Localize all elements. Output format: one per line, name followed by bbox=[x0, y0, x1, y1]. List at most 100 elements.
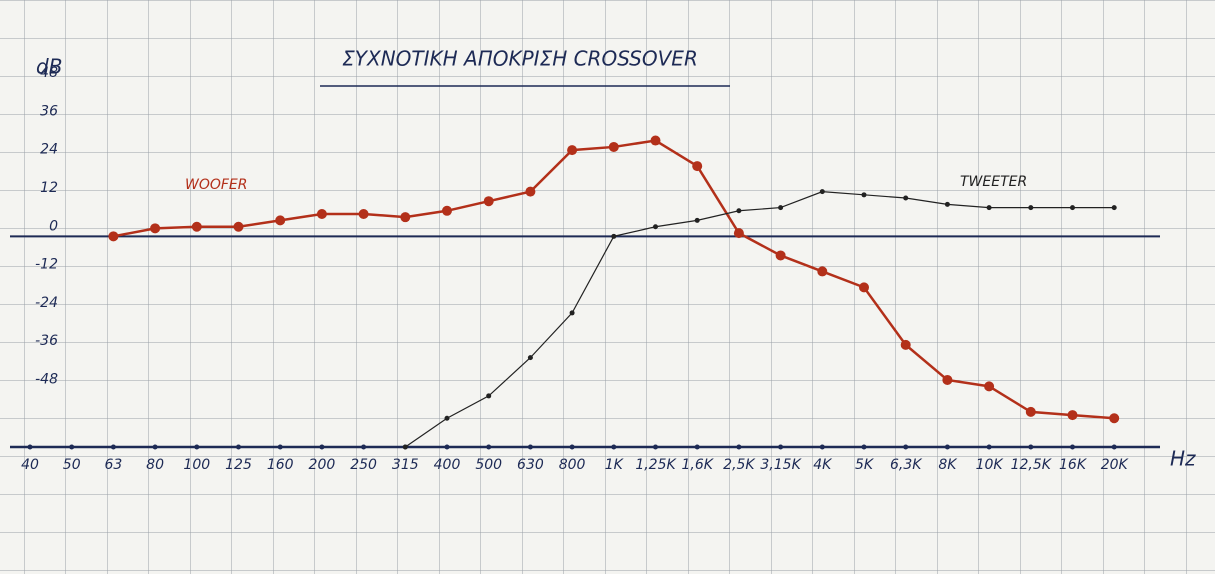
x-tick-dot bbox=[694, 444, 700, 450]
x-tick-dot bbox=[1070, 444, 1075, 450]
data-point bbox=[402, 444, 408, 450]
x-tick-dot bbox=[486, 444, 492, 450]
data-point bbox=[986, 205, 992, 211]
data-point bbox=[316, 208, 327, 219]
series-label: WOOFER bbox=[185, 177, 248, 193]
x-tick-label: 200 bbox=[309, 457, 336, 473]
y-tick-label: -12 bbox=[35, 257, 58, 273]
data-point bbox=[942, 374, 953, 385]
x-tick-label: 400 bbox=[434, 457, 461, 473]
data-point bbox=[1111, 205, 1117, 211]
x-tick-label: 800 bbox=[559, 457, 586, 473]
x-tick-label: 4K bbox=[813, 457, 833, 473]
data-point bbox=[819, 189, 825, 195]
data-point bbox=[900, 339, 911, 350]
x-tick-dot bbox=[819, 444, 825, 450]
x-tick-dot bbox=[653, 444, 658, 450]
x-tick-dot bbox=[361, 444, 367, 450]
x-tick-label: 40 bbox=[21, 457, 39, 473]
data-point bbox=[1025, 406, 1036, 417]
x-tick-dot bbox=[861, 444, 867, 450]
x-tick-label: 125 bbox=[225, 457, 252, 473]
x-tick-dot bbox=[277, 444, 283, 450]
data-point bbox=[984, 381, 995, 392]
x-tick-label: 500 bbox=[475, 457, 502, 473]
y-tick-label: -24 bbox=[35, 295, 58, 311]
data-point bbox=[817, 266, 828, 277]
x-tick-label: 16K bbox=[1059, 457, 1088, 473]
x-tick-dot bbox=[444, 444, 450, 450]
x-tick-label: 20K bbox=[1101, 457, 1130, 473]
x-tick-dot bbox=[27, 444, 33, 450]
y-tick-label: 48 bbox=[40, 65, 58, 81]
x-tick-dot bbox=[1028, 444, 1034, 450]
y-tick-label: 36 bbox=[40, 103, 58, 119]
y-tick-label: 12 bbox=[40, 180, 58, 196]
data-point bbox=[861, 192, 867, 198]
x-tick-dot bbox=[569, 444, 575, 450]
data-point bbox=[486, 393, 492, 399]
x-tick-dot bbox=[236, 444, 241, 450]
x-tick-label: 12,5K bbox=[1011, 457, 1053, 473]
y-tick-label: -36 bbox=[35, 333, 58, 349]
x-tick-label: 80 bbox=[146, 457, 164, 473]
data-point bbox=[692, 161, 703, 172]
x-tick-label: 630 bbox=[517, 457, 544, 473]
x-tick-dot bbox=[986, 444, 992, 450]
data-point bbox=[611, 233, 617, 239]
data-point bbox=[653, 224, 658, 230]
x-tick-label: 63 bbox=[104, 457, 122, 473]
x-tick-dot bbox=[69, 444, 75, 450]
x-tick-label: 6,3K bbox=[890, 457, 923, 473]
y-tick-label: 24 bbox=[40, 142, 58, 158]
x-tick-dot bbox=[736, 444, 742, 450]
x-tick-label: 315 bbox=[392, 457, 419, 473]
x-tick-dot bbox=[527, 444, 533, 450]
x-tick-dot bbox=[903, 444, 909, 450]
data-point bbox=[483, 196, 494, 207]
data-point bbox=[275, 215, 286, 226]
data-point bbox=[358, 208, 369, 219]
x-tick-dot bbox=[110, 444, 116, 450]
x-tick-dot bbox=[194, 444, 200, 450]
data-point bbox=[108, 231, 119, 242]
data-point bbox=[650, 135, 661, 146]
data-point bbox=[442, 205, 452, 216]
data-point bbox=[608, 141, 619, 152]
data-point bbox=[567, 145, 578, 156]
data-point bbox=[1070, 205, 1075, 211]
x-axis-label: Hz bbox=[1170, 447, 1196, 471]
data-point bbox=[694, 217, 700, 223]
x-tick-label: 250 bbox=[350, 457, 377, 473]
series-line bbox=[404, 191, 1115, 448]
x-tick-dot bbox=[1111, 444, 1117, 450]
x-tick-label: 160 bbox=[267, 457, 294, 473]
x-tick-dot bbox=[319, 444, 325, 450]
x-tick-label: 50 bbox=[63, 457, 81, 473]
x-tick-dot bbox=[152, 444, 158, 450]
x-tick-label: 2,5K bbox=[723, 457, 756, 473]
data-point bbox=[569, 310, 575, 316]
data-point bbox=[859, 282, 869, 293]
x-tick-label: 8K bbox=[938, 457, 958, 473]
x-tick-label: 1,25K bbox=[635, 457, 677, 473]
y-tick-label: -48 bbox=[35, 372, 58, 388]
data-point bbox=[525, 186, 536, 197]
x-tick-label: 1K bbox=[605, 457, 625, 473]
data-point bbox=[775, 250, 786, 261]
data-point bbox=[150, 223, 161, 234]
x-tick-label: 1,6K bbox=[681, 457, 714, 473]
data-point bbox=[444, 415, 450, 421]
x-tick-label: 5K bbox=[855, 457, 875, 473]
data-point bbox=[400, 212, 411, 223]
x-tick-label: 100 bbox=[183, 457, 210, 473]
data-point bbox=[736, 208, 742, 214]
data-point bbox=[778, 205, 784, 211]
series-label: TWEETER bbox=[960, 174, 1027, 190]
data-point bbox=[1028, 205, 1034, 211]
x-tick-dot bbox=[778, 444, 784, 450]
data-point bbox=[1067, 410, 1078, 421]
